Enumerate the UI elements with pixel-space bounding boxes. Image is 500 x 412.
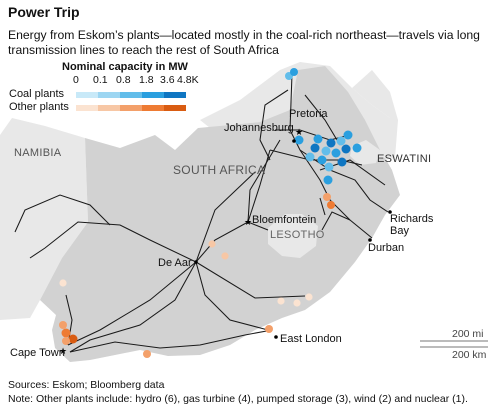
legend-other-swatch bbox=[120, 105, 142, 111]
scale-km-label: 200 km bbox=[452, 349, 487, 361]
cape-town-star: ★ bbox=[59, 347, 67, 357]
label-durban: Durban bbox=[368, 242, 405, 254]
other-plant bbox=[62, 337, 70, 345]
coal-plant bbox=[310, 143, 320, 153]
other-plant bbox=[208, 240, 216, 248]
other-plant bbox=[327, 201, 335, 209]
other-plant bbox=[61, 328, 71, 338]
coal-plant bbox=[341, 144, 351, 154]
coal-plant bbox=[331, 148, 341, 158]
richards-bay-marker bbox=[388, 210, 392, 214]
page-title: Power Trip bbox=[8, 4, 80, 20]
coal-plant bbox=[326, 138, 336, 148]
legend-other-label: Other plants bbox=[9, 101, 69, 113]
legend-coal-swatch bbox=[120, 92, 142, 98]
label-cape-town: Cape Town bbox=[10, 347, 65, 359]
legend-tick: 1.8 bbox=[139, 74, 154, 86]
city-markers: ★ ★ ★ bbox=[59, 128, 392, 357]
scale-miles-label: 200 mi bbox=[452, 328, 484, 340]
mozambique-region bbox=[352, 70, 398, 160]
coal-plant bbox=[324, 162, 334, 172]
label-eswatini: ESWATINI bbox=[377, 153, 432, 165]
coal-plants bbox=[285, 68, 362, 185]
legend-coal-label: Coal plants bbox=[9, 88, 65, 100]
legend-coal-swatch bbox=[98, 92, 120, 98]
legend-tick: 0.1 bbox=[93, 74, 108, 86]
label-johannesburg: Johannesburg bbox=[224, 122, 294, 134]
label-pretoria: Pretoria bbox=[289, 108, 328, 120]
note-text: Note: Other plants include: hydro (6), g… bbox=[8, 393, 468, 405]
coal-plant bbox=[321, 146, 331, 156]
johannesburg-marker bbox=[292, 139, 296, 143]
sources-note: Sources: Eskom; Bloomberg data Note: Oth… bbox=[8, 378, 468, 406]
transmission-lines bbox=[14, 73, 389, 353]
coal-plant bbox=[305, 152, 315, 162]
coal-plant bbox=[313, 134, 323, 144]
legend-tick: 0 bbox=[73, 74, 79, 86]
legend-coal-swatch bbox=[142, 92, 164, 98]
de-aar-marker bbox=[194, 260, 198, 264]
other-plant bbox=[59, 321, 67, 329]
coal-plant bbox=[317, 155, 327, 165]
coal-plant bbox=[294, 135, 304, 145]
legend-coal-swatch bbox=[164, 92, 186, 98]
other-plant bbox=[143, 350, 151, 358]
legend-other-swatch bbox=[76, 105, 98, 111]
other-plant bbox=[305, 293, 313, 301]
other-plant bbox=[323, 193, 331, 201]
label-de-aar: De Aar bbox=[158, 257, 192, 269]
other-plant bbox=[68, 334, 78, 344]
other-plant bbox=[265, 325, 273, 333]
east-london-marker bbox=[274, 335, 278, 339]
pretoria-star: ★ bbox=[295, 128, 303, 138]
other-plant bbox=[293, 299, 301, 307]
coal-plant bbox=[290, 68, 298, 76]
label-bloemfontein: Bloemfontein bbox=[252, 214, 317, 226]
coal-plant bbox=[337, 157, 347, 167]
coal-plant bbox=[336, 136, 346, 146]
other-plant bbox=[59, 279, 67, 287]
label-east-london: East London bbox=[280, 333, 342, 345]
label-richards-bay: Richards Bay bbox=[390, 213, 434, 237]
coal-plant bbox=[323, 175, 333, 185]
legend-tick: 4.8K bbox=[177, 74, 199, 86]
bloemfontein-star: ★ bbox=[244, 218, 252, 228]
legend-tick: 0.8 bbox=[116, 74, 131, 86]
south-africa-region bbox=[40, 66, 400, 362]
coal-plant bbox=[352, 143, 362, 153]
other-plant bbox=[221, 252, 229, 260]
legend-other-swatch bbox=[164, 105, 186, 111]
sources-text: Sources: Eskom; Bloomberg data bbox=[8, 379, 165, 391]
other-plant bbox=[277, 297, 285, 305]
coal-plant bbox=[343, 130, 353, 140]
legend-other-swatch bbox=[98, 105, 120, 111]
label-namibia: NAMIBIA bbox=[14, 147, 62, 159]
page-subtitle: Energy from Eskom’s plants—located mostl… bbox=[8, 28, 480, 57]
scale-bar bbox=[420, 340, 488, 348]
legend-coal-swatch bbox=[76, 92, 98, 98]
label-lesotho: LESOTHO bbox=[270, 229, 325, 241]
label-south-africa: SOUTH AFRICA bbox=[173, 163, 266, 177]
namibia-region bbox=[0, 118, 88, 320]
durban-marker bbox=[368, 238, 372, 242]
legend-title: Nominal capacity in MW bbox=[62, 61, 188, 73]
lesotho-region bbox=[268, 214, 318, 258]
legend-tick: 3.6 bbox=[160, 74, 175, 86]
legend-other-swatch bbox=[142, 105, 164, 111]
other-plants bbox=[59, 193, 335, 358]
